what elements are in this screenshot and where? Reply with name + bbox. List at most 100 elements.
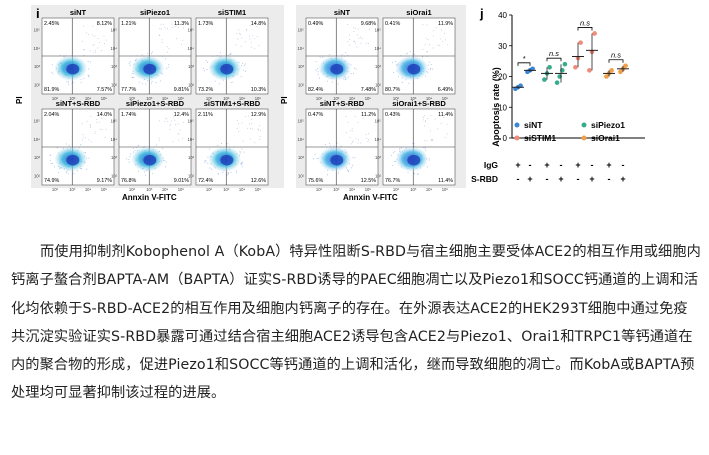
event-dot [336, 142, 338, 144]
significance-label: * [523, 54, 527, 63]
y-tick-label: 10² [111, 82, 118, 87]
quadrant-lr: 10.3% [251, 87, 266, 93]
event-dot [177, 133, 179, 135]
event-dot [446, 133, 448, 135]
event-dot [423, 139, 425, 141]
event-dot [360, 142, 362, 144]
event-dot [314, 153, 316, 156]
y-tick-label: 0 [503, 134, 508, 143]
event-dot [347, 41, 349, 43]
event-dot [438, 45, 440, 47]
legend-label: siOrai1 [591, 133, 620, 143]
event-dot [89, 124, 91, 126]
density-core [220, 154, 234, 166]
x-tick-label: 10³ [333, 96, 340, 101]
event-dot [94, 131, 96, 133]
event-dot [395, 61, 397, 63]
event-dot [346, 132, 348, 134]
event-dot [424, 44, 426, 46]
event-dot [349, 44, 351, 46]
event-dot [428, 69, 430, 71]
event-dot [432, 30, 434, 32]
event-dot [430, 63, 432, 65]
y-tick-label: 10³ [375, 64, 382, 69]
event-dot [158, 137, 160, 139]
event-dot [244, 63, 246, 65]
event-dot [432, 139, 434, 141]
event-dot [354, 157, 356, 159]
event-dot [80, 79, 82, 81]
flow-plot: siOrai1 0.41% 11.9% 80.7% 6.49% 10² 10³ 10⁴ 10⁵ 1… [375, 8, 456, 101]
event-dot [317, 71, 319, 73]
event-dot [399, 149, 401, 151]
data-point [618, 69, 623, 75]
event-dot [440, 29, 442, 31]
event-dot [357, 142, 359, 144]
event-dot [446, 123, 448, 125]
figure-panels: i PI Annxin V-FITC siNT 2.45% 8.12% 81.9% 7.… [15, 5, 645, 202]
event-dot [344, 77, 346, 79]
y-tick-label: 10⁴ [375, 46, 382, 51]
event-dot [152, 172, 154, 174]
event-dot [254, 47, 256, 49]
event-dot [407, 171, 409, 173]
x-tick-label: 10⁵ [442, 96, 449, 101]
y-tick-label: 10⁴ [34, 137, 41, 142]
event-dot [132, 151, 135, 153]
density-core [407, 63, 421, 75]
event-dot [400, 55, 402, 57]
event-dot [150, 82, 153, 84]
event-dot [134, 59, 136, 61]
event-dot [243, 69, 245, 71]
data-group [586, 31, 598, 73]
significance-label: n.s [580, 18, 590, 27]
quadrant-ll: 75.6% [308, 178, 323, 184]
event-dot [166, 28, 168, 30]
event-dot [434, 118, 436, 120]
event-dot [66, 170, 68, 172]
flow-plot-title: siSTIM1 [218, 8, 246, 17]
density-core [143, 154, 157, 166]
event-dot [426, 55, 428, 58]
event-dot [219, 83, 221, 85]
flow-plot: siOrai1+S-RBD 0.43% 11.4% 76.7% 11.4% 10² 10³ 1… [375, 99, 456, 192]
event-dot [66, 81, 68, 83]
event-dot [205, 160, 207, 162]
event-dot [92, 44, 94, 46]
event-dot [87, 68, 90, 70]
event-dot [178, 26, 180, 28]
event-dot [422, 56, 424, 58]
flow-plot-title: siNT [70, 8, 87, 17]
event-dot [326, 146, 328, 148]
event-dot [239, 34, 241, 36]
data-group [617, 63, 629, 75]
event-dot [147, 80, 149, 82]
event-dot [71, 82, 73, 85]
event-dot [254, 141, 256, 143]
event-dot [343, 78, 345, 80]
y-tick-label: 10⁴ [111, 46, 118, 51]
event-dot [88, 139, 90, 141]
event-dot [83, 77, 85, 79]
igg-mark: + [515, 160, 520, 170]
y-tick-label: 10² [298, 82, 305, 87]
y-tick-label: 10 [498, 103, 507, 112]
event-dot [93, 43, 95, 45]
event-dot [96, 121, 98, 123]
y-tick-label: 30 [498, 42, 507, 51]
legend-label: siPiezo1 [591, 120, 625, 130]
event-dot [63, 55, 65, 57]
event-dot [205, 60, 207, 62]
event-dot [318, 77, 321, 79]
srbd-mark: - [577, 174, 580, 184]
panel-i-y-axis-label: PI [15, 96, 24, 104]
event-dot [443, 32, 445, 34]
event-dot [81, 123, 83, 125]
event-dot [92, 51, 94, 53]
event-dot [432, 47, 434, 49]
igg-mark: + [544, 160, 549, 170]
event-dot [136, 147, 138, 149]
event-dot [94, 132, 96, 134]
event-dot [250, 41, 252, 43]
data-point [562, 61, 568, 67]
